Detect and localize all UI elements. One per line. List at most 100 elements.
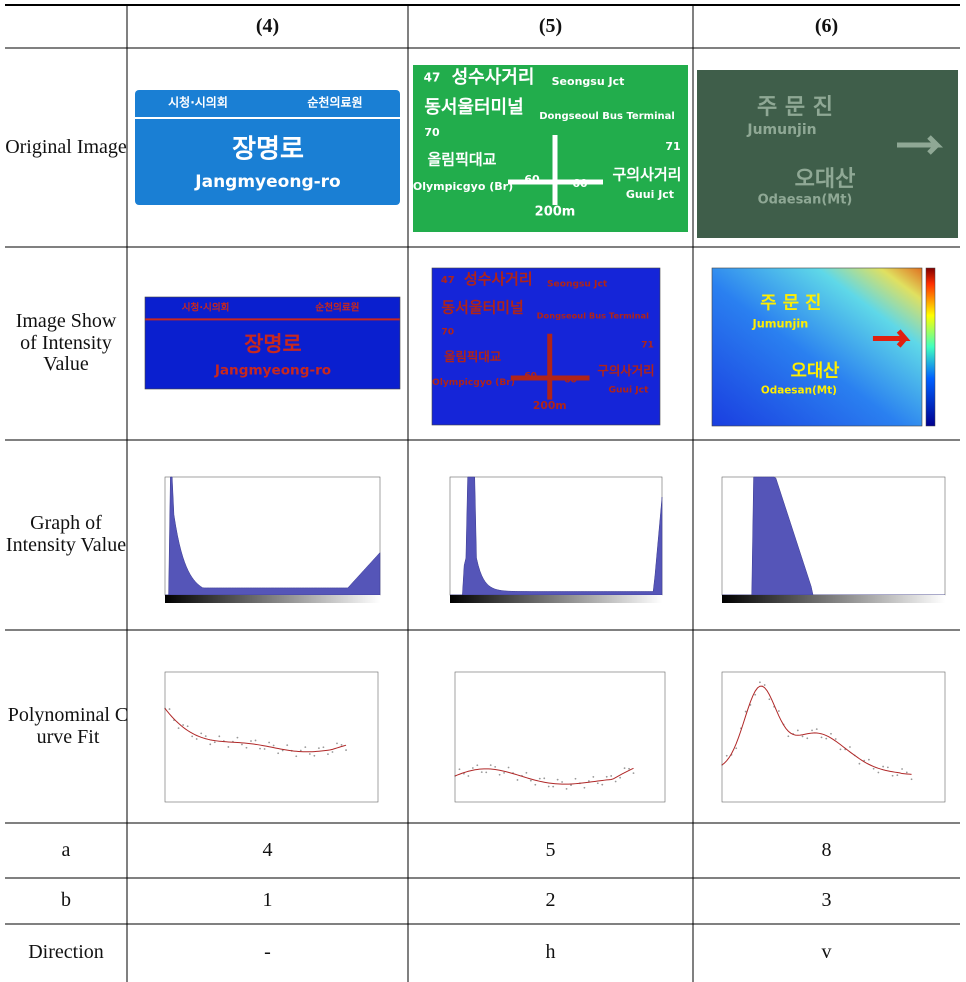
fit-sample [245, 746, 248, 749]
fit-sample [632, 772, 635, 775]
fit-sample [834, 738, 837, 740]
sign-text: 47 [441, 275, 455, 286]
sign-text: 구의사거리 [597, 363, 654, 378]
fit-sample [480, 771, 483, 774]
fit-sample [858, 762, 861, 765]
fit-sample [901, 768, 903, 770]
fit-sample [796, 729, 799, 732]
fit-sample [744, 710, 747, 713]
fit-sample [236, 736, 239, 739]
fit-sample [467, 775, 470, 777]
fit-sample [254, 739, 257, 742]
fit-sample [322, 746, 325, 749]
sign-text: Jumunjin [752, 317, 809, 330]
fit-sample [345, 749, 347, 751]
sign-arrow [872, 329, 911, 348]
fit-sample [592, 776, 595, 778]
sign-arrow [897, 135, 944, 155]
sign-text: 올림픽대교 [427, 151, 496, 169]
fit-sample [628, 767, 630, 770]
fit-sample [281, 749, 284, 752]
sign-text: 60 [564, 375, 577, 385]
fit-sample [583, 786, 586, 789]
fit-sample [204, 735, 207, 737]
fit-sample [561, 781, 563, 783]
fit-sample [811, 729, 813, 732]
fit-sample [494, 765, 497, 768]
sign-text: Dongseoul Bus Terminal [539, 111, 675, 122]
sign-text: 오대산 [791, 360, 840, 381]
fit-curve [721, 685, 912, 775]
fit-sample [485, 771, 488, 774]
fit-curve [454, 767, 634, 785]
fit-sample [304, 746, 307, 748]
fit-sample [182, 724, 185, 726]
fit-sample [552, 785, 555, 788]
fit-sample [529, 779, 532, 782]
column-header: (4) [255, 14, 280, 37]
gray-scale-bar [450, 595, 662, 603]
fit-sample [471, 767, 474, 769]
sign-text: Guui Jct [626, 188, 674, 201]
row-label: b [61, 889, 71, 912]
histogram-bars [165, 476, 381, 596]
plot-frame [164, 671, 379, 803]
fit-sample [777, 710, 780, 712]
sign-image [145, 297, 400, 389]
fit-sample [910, 778, 913, 781]
fit-sample [787, 735, 790, 738]
fit-sample [896, 774, 899, 777]
plot-frame [721, 671, 946, 803]
sign-text: Jumunjin [746, 122, 816, 138]
fit-sample [815, 728, 818, 731]
fit-sample [277, 752, 280, 755]
fit-sample [839, 748, 842, 751]
sign-text: 60 [524, 173, 540, 186]
fit-sample [327, 753, 329, 756]
fit-sample [905, 771, 908, 774]
sign-text: 성수사거리 [452, 67, 535, 88]
sign-text: 200m [535, 205, 576, 220]
fit-sample [872, 767, 875, 770]
fit-sample [525, 771, 528, 774]
fit-sample [574, 777, 577, 780]
fit-sample [614, 780, 617, 783]
table-cell: - [264, 941, 271, 964]
fit-sample [213, 741, 216, 744]
fit-sample [241, 743, 243, 746]
sign-text: 60 [524, 372, 537, 382]
sign-text: 순천의료원 [307, 95, 362, 110]
sign-text: Jangmyeong-ro [194, 172, 340, 192]
row-label: Image Show of Intensity Value [15, 310, 117, 376]
fit-sample [308, 753, 311, 755]
fit-sample [340, 744, 343, 746]
fit-sample [610, 775, 613, 777]
table-cell: h [545, 941, 556, 964]
sign-text: 71 [665, 140, 680, 153]
sign-text: 47 [424, 71, 441, 85]
sign-text: Dongseoul Bus Terminal [537, 310, 649, 320]
row-label: a [61, 838, 71, 861]
fit-sample [317, 747, 320, 749]
fit-sample [877, 771, 880, 774]
fit-sample [268, 741, 271, 744]
fit-sample [516, 779, 519, 781]
fit-sample [543, 777, 546, 780]
fit-sample [619, 776, 622, 779]
table-cell: 8 [821, 838, 832, 861]
row-label: Graph of Intensity Value [5, 512, 127, 556]
sign-image [413, 65, 688, 232]
fit-sample [286, 744, 289, 747]
sign-text: Guui Jct [609, 386, 650, 396]
fit-sample [227, 746, 230, 748]
table-cell: 2 [545, 889, 556, 912]
row-label: Original Image [5, 135, 127, 158]
sign-text: Jangmyeong-ro [214, 363, 331, 379]
fit-sample [218, 735, 221, 738]
fit-sample [299, 749, 302, 752]
fit-sample [882, 765, 885, 768]
table-cell: v [821, 941, 832, 964]
sign-text: Odaesan(Mt) [758, 193, 853, 208]
sign-text: 시청·시의회 [182, 301, 230, 313]
table-cell: 3 [821, 889, 832, 912]
